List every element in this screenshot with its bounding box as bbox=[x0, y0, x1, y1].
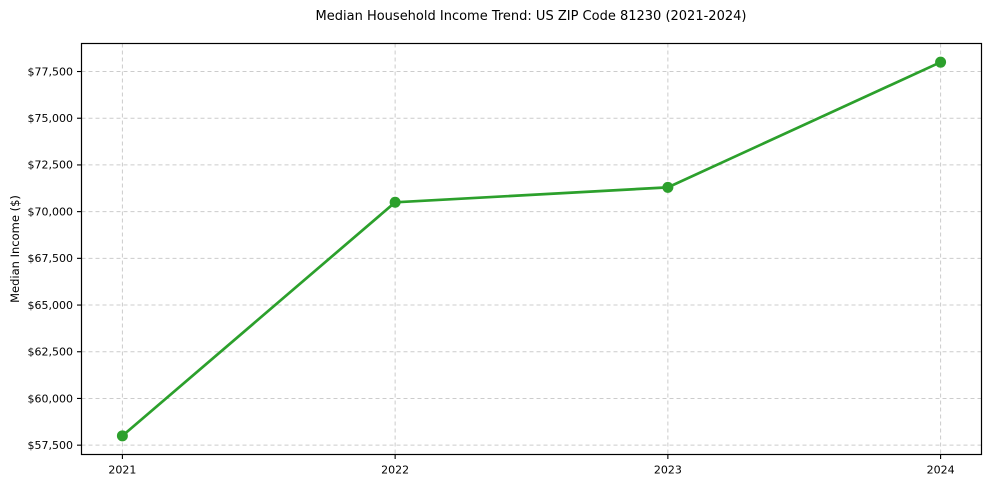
data-point-marker bbox=[389, 196, 401, 208]
x-tick-label: 2024 bbox=[927, 464, 955, 477]
y-tick-label: $65,000 bbox=[28, 299, 74, 312]
x-tick-label: 2021 bbox=[108, 464, 136, 477]
y-tick-label: $60,000 bbox=[28, 392, 74, 405]
data-point-marker bbox=[935, 56, 947, 68]
y-tick-label: $57,500 bbox=[28, 439, 74, 452]
plot-border bbox=[80, 42, 983, 456]
x-tick-label: 2022 bbox=[381, 464, 409, 477]
y-tick-label: $77,500 bbox=[28, 65, 74, 78]
data-point-marker bbox=[116, 430, 128, 442]
chart-title: Median Household Income Trend: US ZIP Co… bbox=[315, 9, 747, 24]
x-tick-label: 2023 bbox=[654, 464, 682, 477]
y-tick-label: $75,000 bbox=[28, 112, 74, 125]
data-point-marker bbox=[662, 181, 674, 193]
y-tick-label: $72,500 bbox=[28, 159, 74, 172]
data-line bbox=[121, 60, 942, 438]
y-tick-label: $67,500 bbox=[28, 252, 74, 265]
y-tick-label: $70,000 bbox=[28, 205, 74, 218]
y-tick-label: $62,500 bbox=[28, 346, 74, 359]
